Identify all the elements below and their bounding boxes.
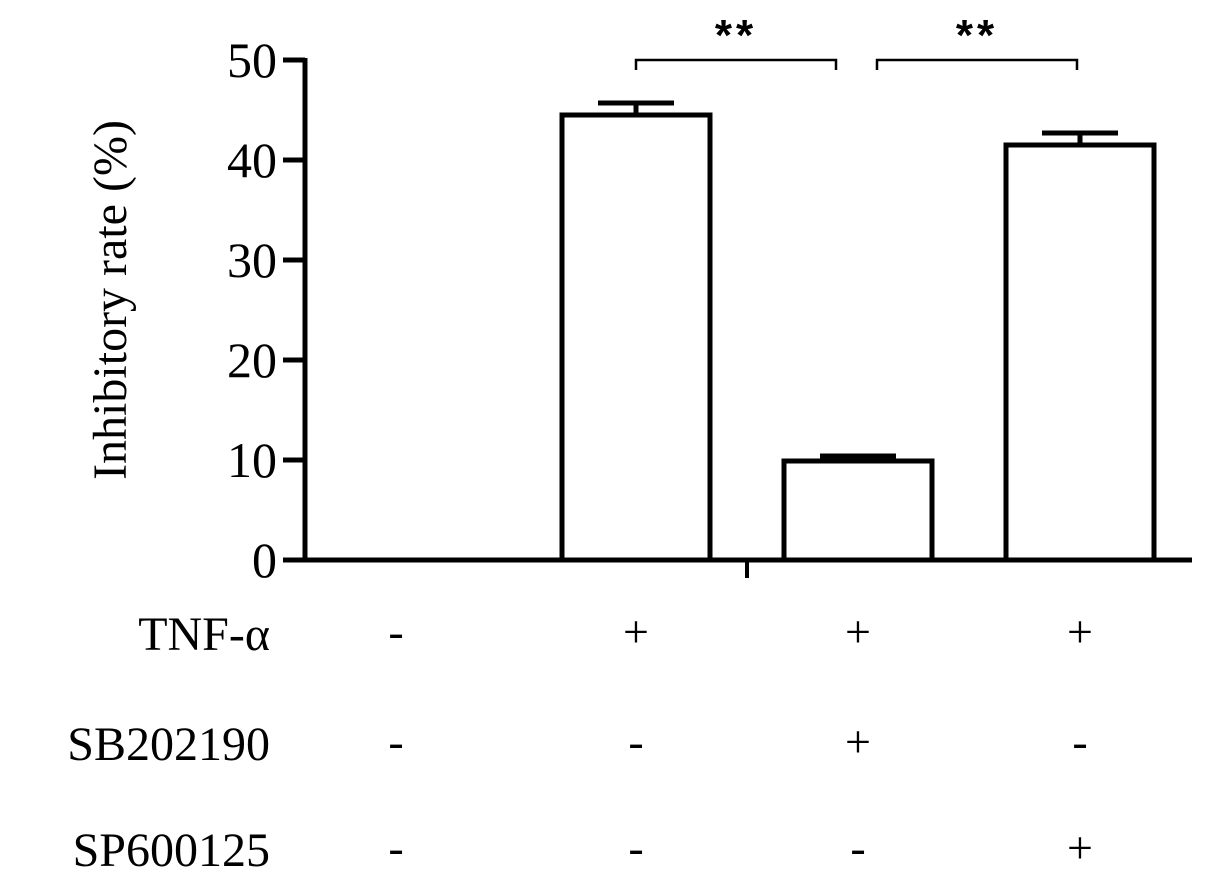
condition-label-2: SP600125 xyxy=(73,824,270,877)
bar-1 xyxy=(559,112,713,563)
significance-bracket-0 xyxy=(634,58,838,70)
x-axis xyxy=(303,557,1192,578)
bars xyxy=(559,112,1157,563)
y-axis: 0 10 20 30 40 50 xyxy=(227,32,308,588)
y-tick-label-2: 20 xyxy=(227,332,277,388)
condition-label-1: SB202190 xyxy=(67,718,270,771)
condition-mark-1-3: - xyxy=(1072,716,1087,767)
error-bars xyxy=(598,100,1118,461)
condition-mark-2-1: - xyxy=(628,822,643,873)
condition-mark-2-2: - xyxy=(850,822,865,873)
significance-bracket-1 xyxy=(875,58,1079,70)
condition-table: TNF-α - + + + SB202190 - - + - SP600125 - - - + xyxy=(67,606,1093,877)
condition-mark-0-0: - xyxy=(388,606,403,657)
condition-mark-1-1: - xyxy=(628,716,643,767)
significance-brackets: ** ** xyxy=(634,11,1079,70)
y-tick-label-4: 40 xyxy=(227,132,277,188)
y-tick-label-5: 50 xyxy=(227,32,277,88)
condition-mark-2-0: - xyxy=(388,822,403,873)
condition-label-0: TNF-α xyxy=(138,608,270,661)
condition-mark-1-0: - xyxy=(388,716,403,767)
condition-mark-0-3: + xyxy=(1067,606,1093,657)
condition-mark-2-3: + xyxy=(1067,822,1093,873)
significance-label-1: ** xyxy=(956,11,998,60)
condition-mark-1-2: + xyxy=(845,716,871,767)
y-tick-label-0: 0 xyxy=(252,532,277,588)
y-axis-title: Inhibitory rate (%) xyxy=(84,120,137,480)
y-tick-label-1: 10 xyxy=(227,432,277,488)
bar-3 xyxy=(1003,142,1157,563)
condition-mark-0-1: + xyxy=(623,606,649,657)
significance-label-0: ** xyxy=(715,11,757,60)
condition-mark-0-2: + xyxy=(845,606,871,657)
y-tick-label-3: 30 xyxy=(227,232,277,288)
bar-2 xyxy=(781,458,935,563)
